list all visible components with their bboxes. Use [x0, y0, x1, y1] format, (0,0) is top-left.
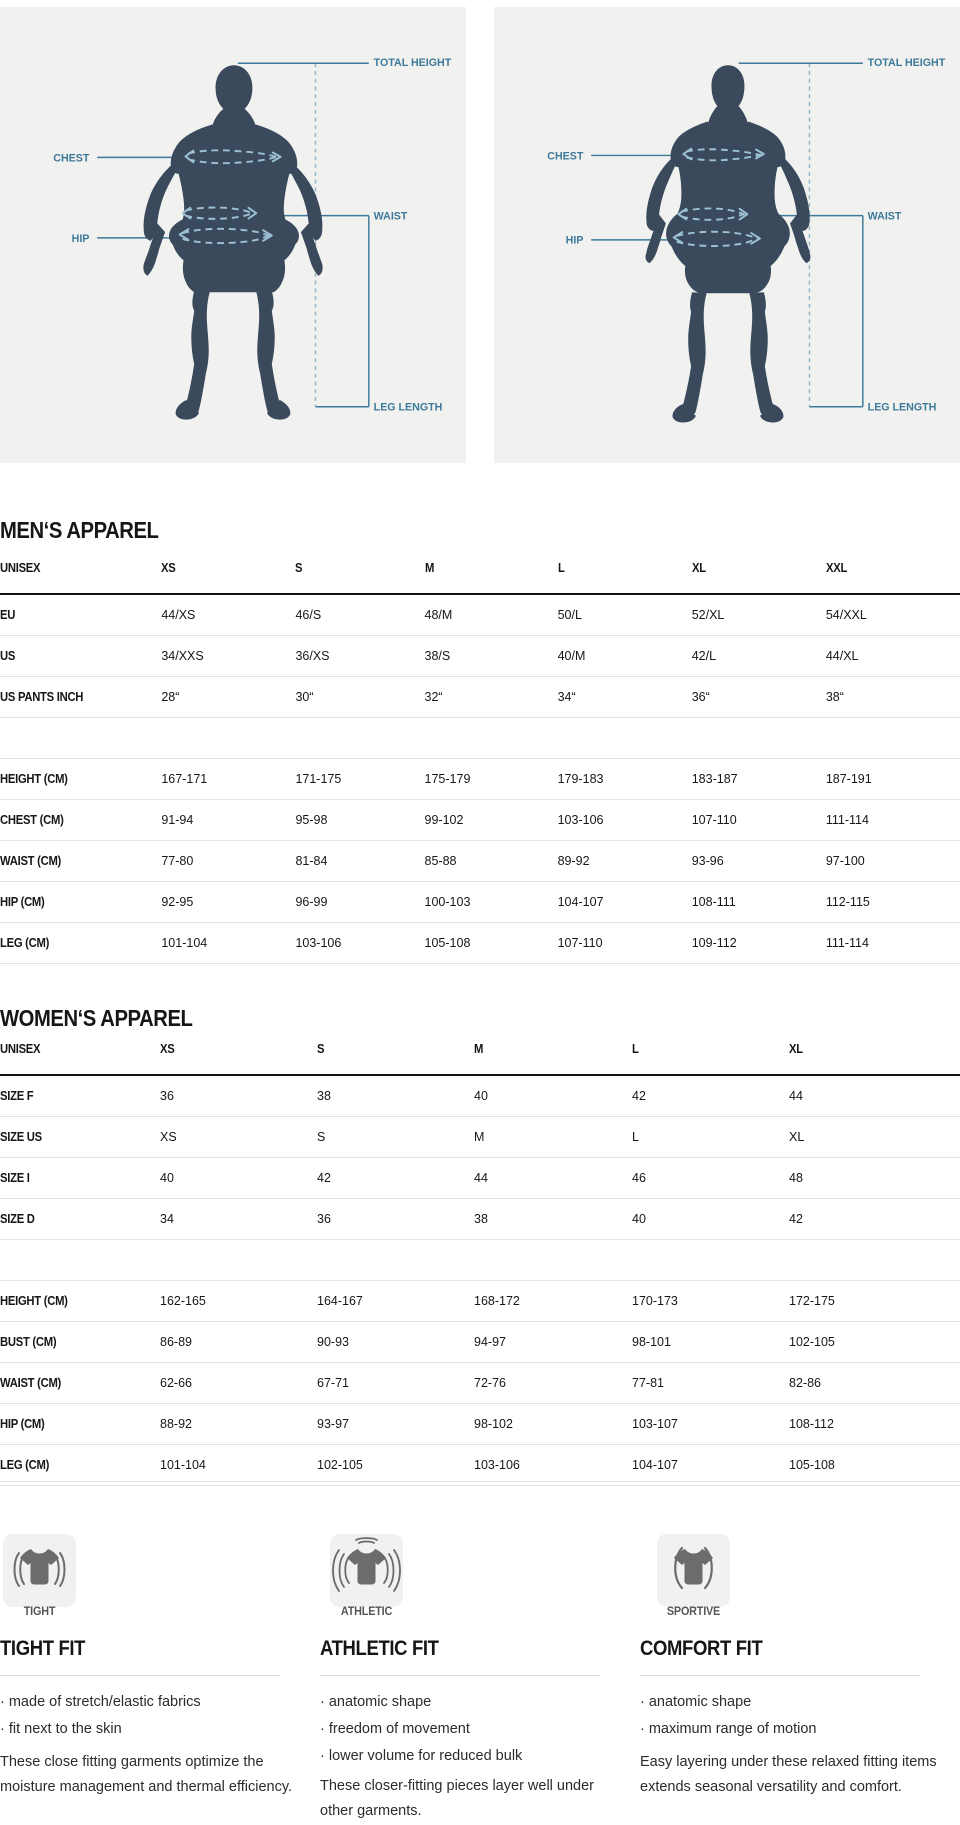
- svg-text:LEG LENGTH: LEG LENGTH: [374, 402, 443, 414]
- svg-text:HIP: HIP: [566, 235, 584, 247]
- svg-text:WAIST: WAIST: [868, 210, 902, 222]
- svg-text:HIP: HIP: [72, 233, 90, 245]
- svg-text:TOTAL HEIGHT: TOTAL HEIGHT: [868, 57, 946, 69]
- svg-text:CHEST: CHEST: [53, 152, 90, 164]
- svg-text:WAIST: WAIST: [374, 210, 408, 222]
- svg-text:CHEST: CHEST: [547, 150, 584, 162]
- svg-text:TOTAL HEIGHT: TOTAL HEIGHT: [374, 57, 452, 69]
- svg-text:LEG LENGTH: LEG LENGTH: [868, 402, 937, 414]
